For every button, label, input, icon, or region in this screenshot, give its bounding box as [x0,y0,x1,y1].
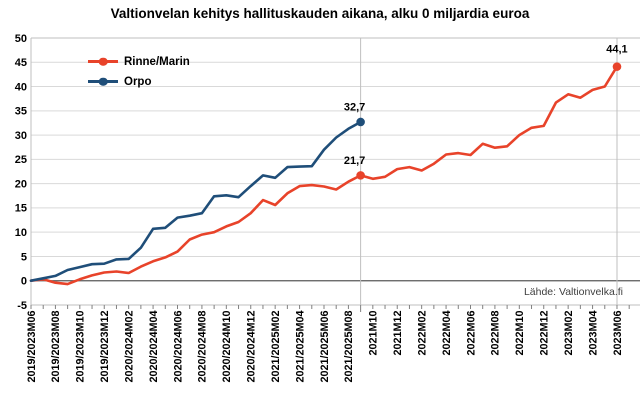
source-note: Lähde: Valtionvelka.fi [523,286,623,298]
x-tick-label: 2023M06 [612,311,624,356]
x-tick-label: 2020/2024M10 [221,311,233,383]
series-line-orpo [29,120,362,283]
x-tick-label: 2022M04 [441,311,453,356]
x-tick-label: 2020/2024M08 [197,311,209,383]
y-tick-label: 20 [15,178,27,190]
x-tick-label: 2020/2024M02 [123,311,135,383]
y-tick-label: 50 [15,33,27,45]
y-tick-label: 30 [15,130,27,142]
x-tick-label: 2020/2024M12 [246,311,258,383]
chart-title: Valtionvelan kehitys hallituskauden aika… [110,6,530,21]
data-point-marker-rinne-marin [612,62,622,71]
x-tick-label: 2022M02 [416,311,428,356]
x-tick-label: 2022M06 [465,310,477,355]
data-label-rinne-marin: 44,1 [606,44,627,56]
data-label-rinne-marin: 21,7 [344,155,365,167]
y-tick-label: 45 [15,57,27,69]
y-tick-label: 15 [15,203,27,215]
data-label-orpo: 32,7 [344,101,365,113]
y-tick-label: 40 [15,81,27,93]
legend-item-rinne-marin: Rinne/Marin [88,55,190,68]
legend-label-rinne-marin: Rinne/Marin [124,55,190,68]
x-tick-label: 2021/2025M02 [270,311,282,383]
x-tick-label: 2022M08 [490,310,502,355]
x-tick-label: 2019/2023M08 [50,311,62,383]
series-line-rinne-marin [29,65,619,286]
x-tick-label: 2021/2025M04 [294,311,306,383]
legend-line-marker-orpo [88,77,118,86]
legend-dot-orpo [98,77,108,86]
legend-line-marker-rinne-marin [88,57,118,66]
x-tick-label: 2019/2023M10 [75,311,87,383]
x-tick-label: 2021/2025M08 [343,311,355,383]
legend-dot-rinne-marin [98,57,108,66]
data-point-marker-rinne-marin [356,171,365,180]
x-tick-label: 2023M04 [587,311,599,356]
y-tick-label: 10 [15,227,27,239]
x-tick-label: 2019/2023M06 [26,311,38,383]
x-tick-label: 2021/2025M06 [319,311,331,383]
x-tick-label: 2023M02 [563,311,575,356]
legend-item-orpo: Orpo [88,75,151,88]
x-tick-label: 2020/2024M06 [172,311,184,383]
y-tick-label: 5 [21,251,27,263]
x-tick-label: 2019/2023M12 [99,311,111,383]
legend-label-orpo: Orpo [124,75,152,88]
x-tick-label: 2022M10 [514,311,526,356]
x-tick-label: 2022M12 [539,311,551,356]
x-tick-label: 2021M10 [368,311,380,356]
x-tick-label: 2021M12 [392,311,404,356]
y-tick-label: -5 [17,300,27,312]
y-tick-label: 0 [21,276,27,288]
data-point-marker-orpo [356,117,365,127]
y-tick-label: 25 [15,154,27,166]
x-tick-label: 2020/2024M04 [148,311,160,383]
y-tick-label: 35 [15,106,27,118]
